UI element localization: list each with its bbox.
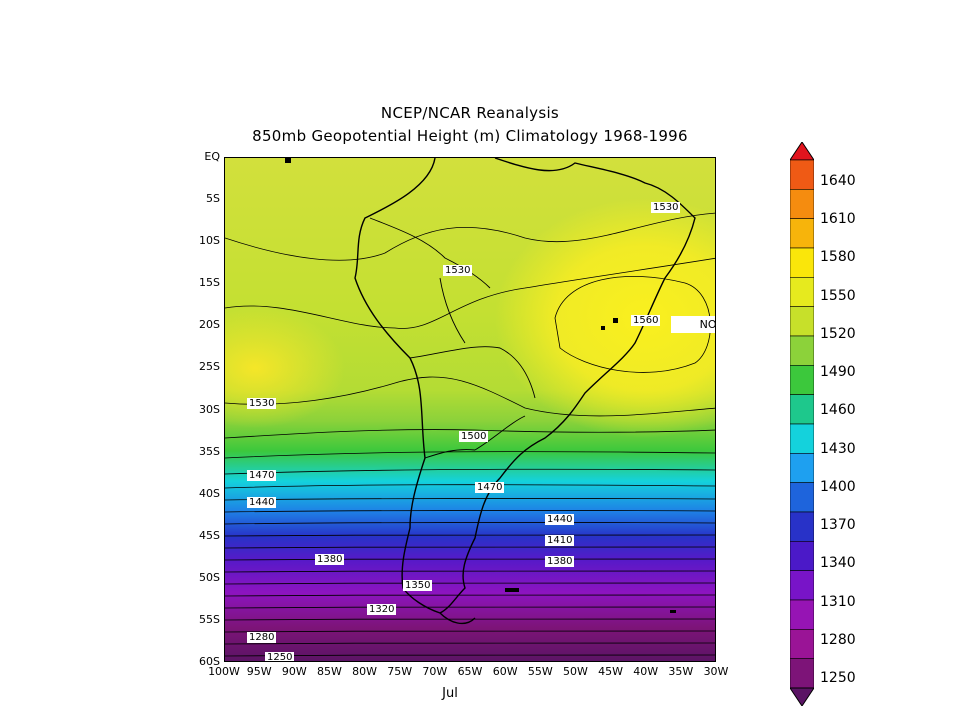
longitude-tick-label: 85W	[316, 665, 342, 678]
latitude-tick-label: 40S	[199, 486, 220, 500]
contour-label: 1250	[265, 652, 295, 662]
contour-label: 1530	[247, 398, 277, 409]
contour-label: 1530	[443, 265, 473, 276]
colorbar-level-label: 1520	[820, 325, 856, 342]
colorbar-level-label: 1610	[820, 211, 856, 228]
data-credit: NOAA/ESRL Physical Sciences Division	[671, 316, 715, 333]
longitude-tick-label: 35W	[668, 665, 694, 678]
colorbar-level-label: 1640	[820, 173, 856, 189]
colorbar	[790, 142, 814, 706]
colorbar-swatch	[790, 159, 814, 190]
longitude-tick-label: 55W	[527, 665, 553, 678]
longitude-tick-label: 60W	[492, 665, 518, 678]
colorbar-swatch	[790, 658, 814, 689]
south-pacific-high	[225, 308, 345, 428]
contour-label: 1410	[545, 535, 575, 546]
longitude-tick-label: 50W	[562, 665, 588, 678]
contour-label: 1350	[403, 580, 433, 591]
colorbar-swatch	[790, 218, 814, 249]
colorbar-swatch	[790, 629, 814, 659]
longitude-tick-label: 70W	[422, 665, 448, 678]
map-svg	[225, 158, 715, 661]
colorbar-swatch	[790, 511, 814, 542]
coastlines	[354, 158, 696, 625]
colorbar-swatch	[790, 482, 814, 513]
longitude-tick-label: 45W	[598, 665, 623, 678]
colorbar-level-label: 1370	[820, 517, 856, 534]
island	[601, 326, 605, 330]
colorbar-swatch	[790, 277, 814, 307]
month-label: Jul	[442, 686, 458, 701]
colorbar-level-label: 1250	[820, 670, 856, 686]
colorbar-level-label: 1580	[820, 249, 856, 266]
contour-label: 1560	[631, 315, 661, 326]
latitude-tick-label: EQ	[204, 150, 220, 163]
longitude-tick-label: 100W	[208, 665, 240, 678]
latitude-tick-label: 55S	[199, 612, 220, 626]
colorbar-level-label: 1460	[820, 402, 856, 419]
colorbar-level-label: 1430	[820, 440, 856, 457]
longitude-tick-label: 75W	[387, 665, 413, 678]
contour-label: 1320	[367, 604, 397, 615]
colorbar-swatch	[790, 570, 814, 601]
colorbar-level-label: 1340	[820, 555, 856, 572]
latitude-tick-label: 50S	[199, 570, 220, 584]
longitude-tick-label: 30W	[703, 665, 729, 678]
latitude-tick-label: 30S	[199, 402, 220, 416]
colorbar-swatch	[790, 541, 814, 571]
map-panel: NOAA/ESRL Physical Sciences Division 153…	[224, 157, 716, 662]
islands	[285, 158, 676, 613]
colorbar-level-label: 1310	[820, 593, 856, 610]
contour-label: 1280	[247, 632, 277, 643]
latitude-tick-label: 20S	[199, 318, 220, 332]
colorbar-swatch	[790, 423, 814, 454]
falkland-islands	[505, 588, 519, 592]
colorbar-swatch	[790, 453, 814, 483]
contour-label: 1470	[475, 482, 505, 493]
longitude-tick-label: 65W	[457, 665, 483, 678]
colorbar-swatch	[790, 599, 814, 630]
colorbar-swatch	[790, 394, 814, 425]
longitude-tick-label: 90W	[281, 665, 307, 678]
south-atlantic-high	[495, 198, 715, 438]
contour-label: 1500	[459, 431, 489, 442]
contour-label: 1380	[315, 554, 345, 565]
latitude-tick-label: 25S	[199, 360, 220, 374]
colorbar-swatch	[790, 365, 814, 395]
map-title: NCEP/NCAR Reanalysis	[380, 104, 560, 122]
latitude-tick-label: 60S	[199, 655, 220, 668]
latitude-tick-label: 10S	[199, 234, 220, 248]
longitude-tick-label: 80W	[352, 665, 377, 678]
latitude-tick-label: 5S	[206, 192, 220, 206]
contour-label: 1530	[651, 202, 681, 213]
island	[670, 610, 676, 613]
colorbar-level-label: 1280	[820, 631, 856, 648]
colorbar-level-label: 1400	[820, 478, 856, 495]
latitude-tick-label: 45S	[199, 528, 220, 542]
latitude-tick-label: 35S	[199, 444, 220, 458]
colorbar-level-label: 1550	[820, 287, 856, 304]
contour-label: 1440	[545, 514, 575, 525]
colorbar-min-arrow	[790, 687, 814, 706]
colorbar-swatch	[790, 247, 814, 278]
colorbar-swatch	[790, 189, 814, 219]
contour-label: 1440	[247, 497, 277, 508]
longitude-tick-label: 40W	[633, 665, 659, 678]
latitude-tick-label: 15S	[199, 276, 220, 290]
colorbar-swatch	[790, 335, 814, 366]
map-subtitle: 850mb Geopotential Height (m) Climatolog…	[252, 127, 688, 145]
island	[613, 318, 618, 323]
colorbar-swatch	[790, 306, 814, 337]
contour-label: 1380	[545, 556, 575, 567]
contour-label: 1470	[247, 470, 277, 481]
colorbar-level-label: 1490	[820, 364, 856, 381]
longitude-tick-label: 95W	[246, 665, 272, 678]
island	[285, 158, 291, 163]
colorbar-max-arrow	[790, 142, 814, 161]
